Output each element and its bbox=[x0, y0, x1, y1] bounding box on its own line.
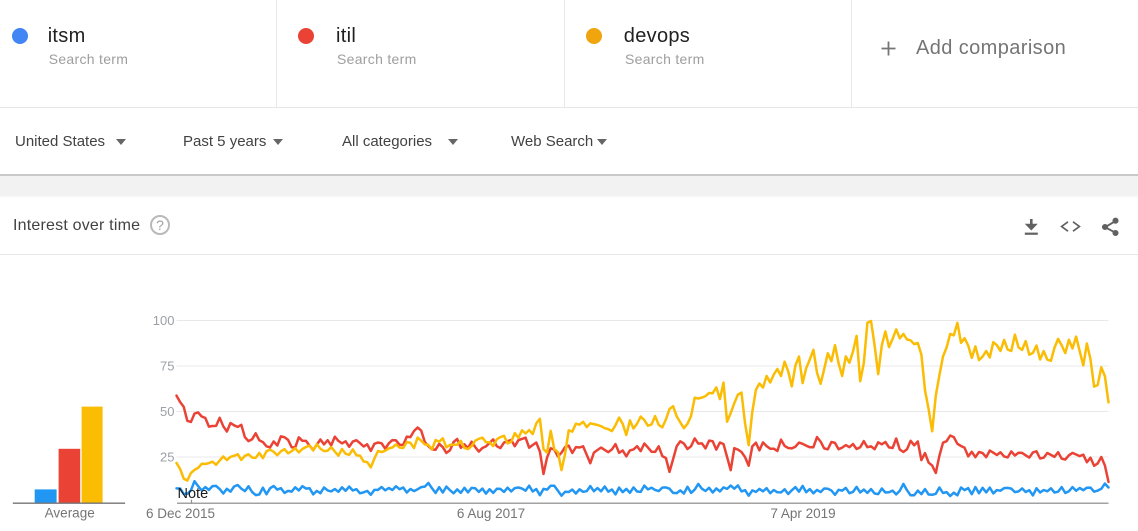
svg-text:50: 50 bbox=[160, 404, 174, 419]
svg-text:Average: Average bbox=[45, 506, 95, 521]
svg-text:Note: Note bbox=[178, 486, 209, 502]
svg-text:6 Dec 2015: 6 Dec 2015 bbox=[146, 506, 215, 521]
svg-text:25: 25 bbox=[160, 450, 174, 465]
svg-text:100: 100 bbox=[153, 313, 175, 328]
svg-text:6 Aug 2017: 6 Aug 2017 bbox=[457, 506, 525, 521]
svg-text:7 Apr 2019: 7 Apr 2019 bbox=[770, 506, 835, 521]
svg-text:75: 75 bbox=[160, 359, 174, 374]
